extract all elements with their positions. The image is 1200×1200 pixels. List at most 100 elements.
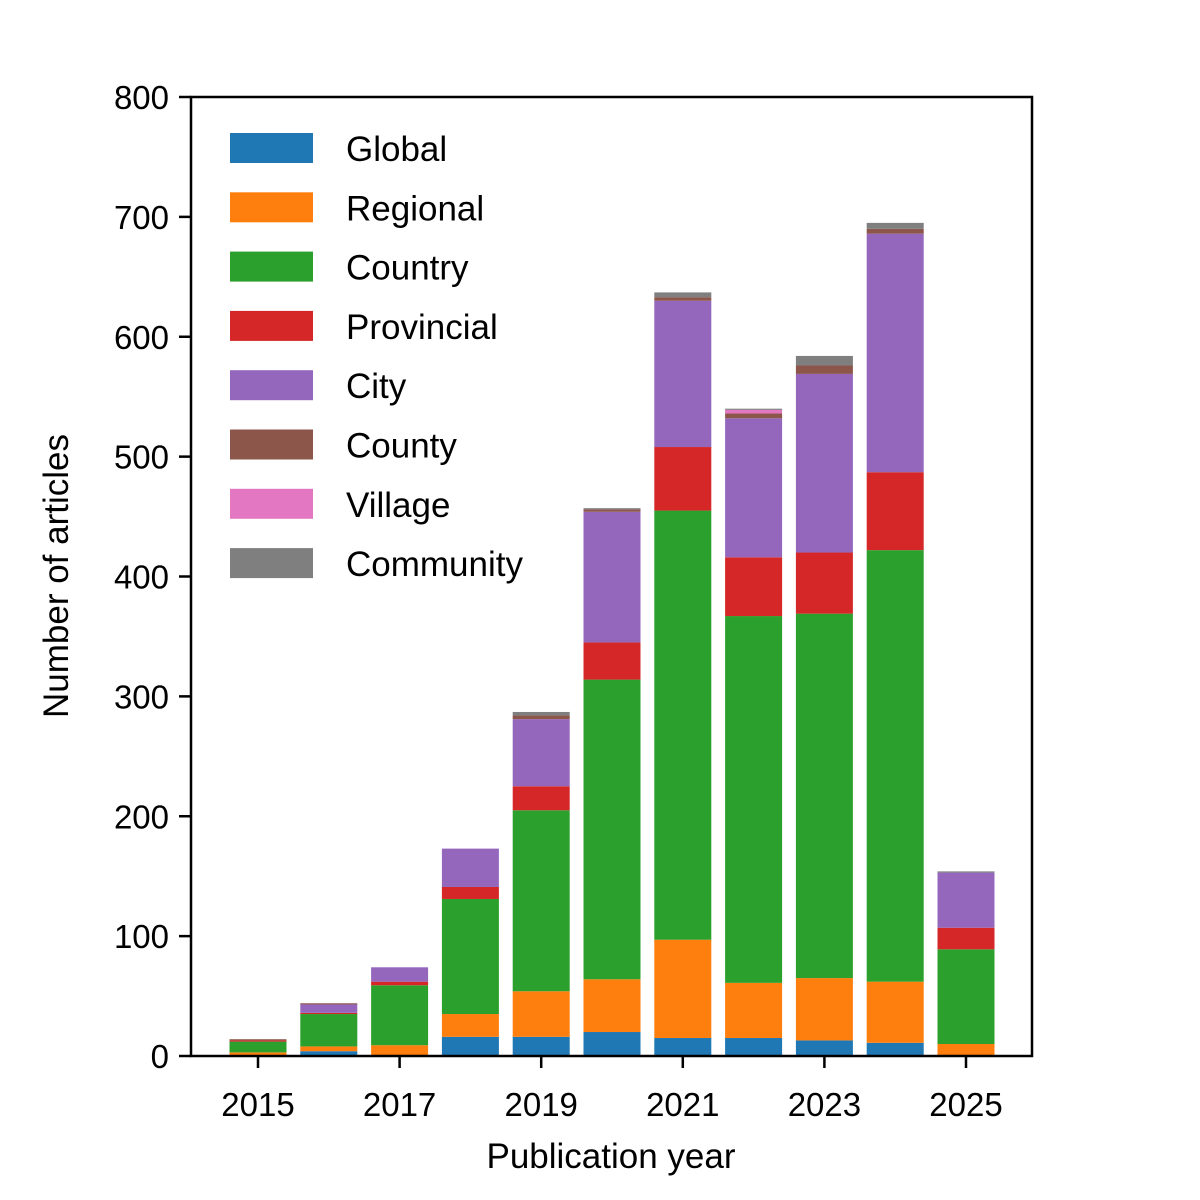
bar-city-2016 [300, 1004, 358, 1013]
x-axis-label: Publication year [486, 1137, 735, 1176]
bar-country-2015 [229, 1041, 287, 1053]
x-tick-label-2021: 2021 [646, 1086, 719, 1123]
x-tick-label-2025: 2025 [929, 1086, 1002, 1123]
legend-swatch-global [230, 133, 313, 163]
bar-city-2024 [866, 233, 924, 473]
bar-regional-2015 [229, 1052, 287, 1056]
y-tick-label-400: 400 [114, 559, 169, 596]
legend-label-provincial: Provincial [346, 308, 498, 347]
bar-provincial-2021 [654, 447, 712, 511]
bar-city-2020 [583, 511, 641, 643]
bar-country-2016 [300, 1014, 358, 1047]
bar-community-2022 [725, 408, 783, 410]
x-axis: 2015 2017 2019 2021 2023 2025 [221, 1056, 1003, 1123]
bar-regional-2020 [583, 979, 641, 1033]
bar-global-2020 [583, 1032, 641, 1056]
bar-county-2023 [795, 365, 853, 374]
y-tick-label-700: 700 [114, 199, 169, 236]
bar-global-2021 [654, 1038, 712, 1056]
y-tick-label-500: 500 [114, 439, 169, 476]
bar-county-2024 [866, 228, 924, 234]
bar-city-2019 [512, 719, 570, 787]
legend-swatch-regional [230, 192, 313, 223]
y-tick-label-300: 300 [114, 678, 169, 715]
bar-regional-2019 [512, 991, 570, 1037]
bar-regional-2017 [371, 1045, 429, 1056]
bar-provincial-2019 [512, 786, 570, 811]
legend-swatch-city [230, 370, 313, 401]
legend-swatch-community [230, 548, 313, 579]
bar-country-2025 [937, 949, 995, 1045]
legend-swatch-county [230, 429, 313, 460]
y-tick-label-800: 800 [114, 79, 169, 116]
bar-community-2021 [654, 292, 712, 298]
bar-provincial-2025 [937, 927, 995, 950]
bar-country-2017 [371, 985, 429, 1046]
bar-regional-2025 [937, 1044, 995, 1056]
bar-county-2016 [300, 1003, 358, 1005]
bar-global-2023 [795, 1040, 853, 1056]
bar-county-2015 [229, 1039, 287, 1041]
bar-provincial-2023 [795, 552, 853, 614]
bar-provincial-2017 [371, 981, 429, 986]
bar-county-2020 [583, 509, 641, 512]
bar-community-2020 [583, 508, 641, 510]
legend: Global Regional Country Provincial City Count… [230, 130, 523, 584]
legend-label-community: Community [346, 545, 523, 584]
bar-community-2023 [795, 355, 853, 366]
legend-label-country: Country [346, 249, 469, 288]
bar-regional-2024 [866, 981, 924, 1043]
bar-city-2021 [654, 300, 712, 448]
bar-regional-2021 [654, 939, 712, 1039]
bar-county-2022 [725, 413, 783, 419]
bars-group [229, 222, 995, 1056]
bar-provincial-2018 [441, 886, 499, 899]
x-tick-label-2023: 2023 [788, 1086, 861, 1123]
bar-country-2020 [583, 679, 641, 980]
bar-country-2021 [654, 510, 712, 940]
x-tick-label-2015: 2015 [221, 1086, 294, 1123]
bar-city-2025 [937, 872, 995, 928]
y-tick-label-100: 100 [114, 918, 169, 955]
bar-city-2023 [795, 373, 853, 553]
bar-global-2024 [866, 1042, 924, 1056]
bar-city-2017 [371, 967, 429, 982]
bar-regional-2018 [441, 1014, 499, 1037]
bar-country-2024 [866, 550, 924, 982]
y-tick-label-0: 0 [151, 1038, 169, 1075]
bar-country-2023 [795, 613, 853, 979]
y-axis-label: Number of articles [37, 434, 76, 718]
bar-provincial-2024 [866, 472, 924, 551]
bar-regional-2023 [795, 978, 853, 1041]
bar-community-2019 [512, 711, 570, 716]
bar-regional-2022 [725, 982, 783, 1039]
bar-country-2022 [725, 616, 783, 983]
legend-swatch-village [230, 488, 313, 519]
bar-city-2018 [441, 848, 499, 887]
bar-regional-2016 [300, 1046, 358, 1052]
bar-provincial-2022 [725, 557, 783, 617]
legend-label-county: County [346, 427, 457, 466]
bar-provincial-2020 [583, 642, 641, 680]
legend-label-city: City [346, 367, 407, 406]
legend-swatch-country [230, 251, 313, 282]
bar-provincial-2015 [229, 1040, 287, 1042]
bar-global-2018 [441, 1036, 499, 1056]
x-tick-label-2019: 2019 [504, 1086, 577, 1123]
bar-country-2019 [512, 810, 570, 992]
legend-label-village: Village [346, 486, 450, 525]
bar-community-2025 [937, 871, 995, 873]
y-tick-label-600: 600 [114, 319, 169, 356]
legend-label-regional: Regional [346, 189, 484, 228]
y-tick-label-200: 200 [114, 798, 169, 835]
bar-village-2022 [725, 409, 783, 414]
bar-global-2016 [300, 1051, 358, 1056]
bar-county-2019 [512, 715, 570, 720]
bar-country-2018 [441, 898, 499, 1015]
bar-city-2022 [725, 418, 783, 558]
x-tick-label-2017: 2017 [363, 1086, 436, 1123]
bar-community-2024 [866, 222, 924, 229]
bar-provincial-2016 [300, 1012, 358, 1015]
bar-global-2022 [725, 1038, 783, 1056]
